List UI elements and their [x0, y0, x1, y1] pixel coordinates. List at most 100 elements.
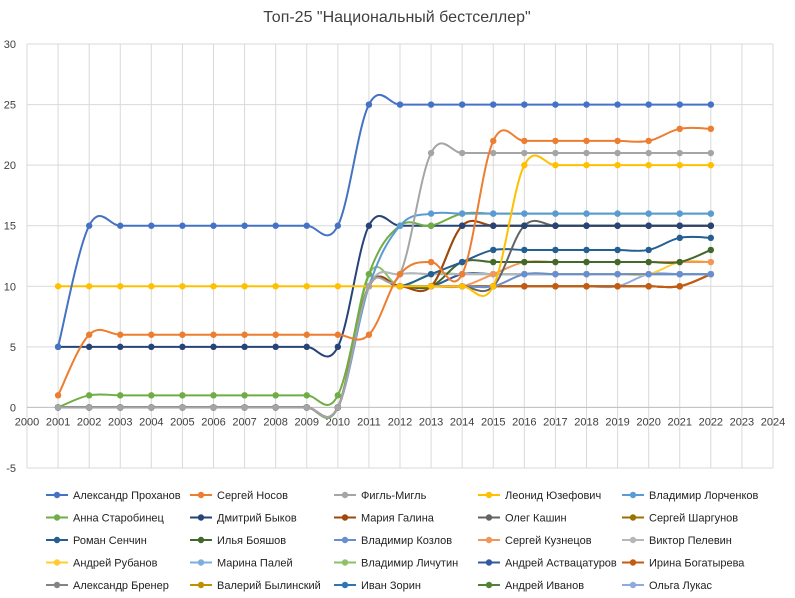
data-point	[614, 283, 621, 290]
legend-item: Владимир Козлов	[334, 535, 452, 547]
y-tick-label: 10	[4, 281, 16, 293]
data-point	[583, 246, 590, 254]
data-point	[676, 210, 683, 217]
legend-item: Ольга Лукас	[622, 580, 713, 592]
x-tick-label: 2013	[419, 416, 443, 428]
data-point	[583, 149, 590, 157]
data-point	[645, 210, 652, 217]
data-point	[521, 258, 528, 266]
legend-marker	[197, 581, 205, 589]
x-tick-label: 2001	[46, 416, 70, 428]
axis-tick-labels: -5 0 5 10 15 20 25 30 2000 2001 2002 2003 2004 2005 20…	[4, 39, 785, 475]
data-point	[614, 161, 621, 169]
series-line	[57, 126, 711, 396]
data-point	[54, 404, 62, 411]
legend-item: Дмитрий Быков	[190, 513, 297, 525]
x-tick-label: 2011	[357, 416, 381, 428]
data-point	[179, 404, 186, 411]
data-point	[148, 392, 155, 399]
series-6	[54, 215, 715, 358]
data-point	[85, 331, 93, 338]
data-point	[707, 149, 715, 157]
data-point	[552, 149, 559, 157]
legend-marker	[629, 559, 637, 566]
x-tick-label: 2021	[668, 416, 692, 428]
legend-item: Владимир Лорченков	[622, 490, 759, 502]
legend-item: Анна Старобинец	[46, 513, 165, 525]
data-point	[334, 404, 342, 411]
legend-label: Роман Сенчин	[73, 535, 147, 547]
x-tick-label: 2012	[388, 416, 412, 428]
data-point	[303, 331, 310, 338]
y-tick-label: 25	[4, 100, 16, 112]
legend-marker	[341, 536, 349, 544]
data-point	[85, 343, 93, 351]
x-tick-label: 2003	[108, 416, 132, 428]
data-point	[676, 101, 683, 108]
data-point	[365, 222, 373, 229]
legend-marker	[341, 514, 349, 521]
legend-label: Андрей Рубанов	[73, 558, 158, 570]
legend-item: Сергей Шаргунов	[622, 513, 738, 525]
legend-marker	[53, 559, 61, 566]
data-point	[676, 149, 683, 157]
data-point	[645, 283, 652, 290]
data-point	[645, 137, 652, 145]
data-point	[272, 343, 279, 351]
legend-marker	[341, 559, 349, 566]
series-line	[58, 260, 711, 419]
legend-marker	[485, 559, 493, 566]
x-tick-label: 2005	[170, 416, 194, 428]
data-point	[334, 343, 342, 351]
legend-item: Марина Палей	[190, 558, 293, 570]
data-point	[676, 234, 683, 242]
data-point	[458, 101, 466, 108]
y-tick-label: 30	[4, 39, 16, 51]
data-point	[179, 343, 186, 351]
data-point	[210, 283, 217, 290]
data-point	[427, 258, 435, 266]
data-point	[645, 246, 652, 254]
data-point	[583, 101, 590, 108]
legend-label: Олег Кашин	[505, 513, 567, 525]
data-point	[334, 222, 342, 229]
data-point	[396, 270, 404, 278]
data-point	[521, 222, 528, 229]
data-point	[676, 222, 683, 229]
data-point	[521, 137, 528, 145]
x-tick-label: 2015	[481, 416, 505, 428]
legend-marker	[485, 581, 493, 589]
data-point	[241, 404, 248, 411]
data-point	[552, 210, 559, 217]
legend-marker	[629, 536, 637, 544]
data-point	[85, 222, 93, 229]
y-tick-label: 5	[10, 342, 16, 354]
series-0	[54, 93, 715, 351]
data-point	[614, 246, 621, 254]
legend-label: Мария Галина	[361, 513, 435, 525]
data-point	[583, 210, 590, 217]
series-line	[58, 215, 711, 358]
legend-label: Сергей Шаргунов	[649, 513, 738, 525]
data-point	[396, 283, 404, 290]
x-tick-label: 2022	[699, 416, 723, 428]
legend-item: Андрей Аствацатуров	[478, 558, 617, 570]
data-point	[645, 161, 652, 169]
data-point	[179, 283, 186, 290]
legend-marker	[53, 581, 61, 589]
data-point	[241, 222, 248, 229]
data-point	[272, 222, 279, 229]
data-point	[614, 101, 621, 108]
legend-label: Виктор Пелевин	[649, 535, 732, 547]
legend-item: Сергей Носов	[190, 490, 288, 502]
legend-item: Сергей Кузнецов	[478, 535, 592, 547]
legend-item: Валерий Былинский	[190, 580, 321, 592]
data-point	[676, 125, 683, 132]
legend-marker	[197, 514, 205, 521]
x-tick-label: 2009	[295, 416, 319, 428]
data-point	[272, 331, 279, 338]
data-point	[521, 210, 528, 217]
data-point	[179, 222, 186, 229]
data-point	[241, 343, 248, 351]
